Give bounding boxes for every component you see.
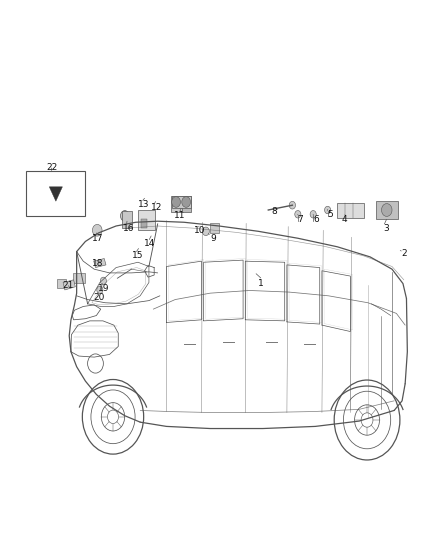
Bar [172, 196, 191, 208]
Polygon shape [57, 279, 66, 288]
Text: 10: 10 [194, 227, 205, 235]
Text: 16: 16 [123, 224, 134, 232]
Text: 5: 5 [327, 211, 333, 219]
Text: 13: 13 [138, 200, 149, 208]
Bar [337, 203, 364, 218]
Bar [376, 201, 398, 219]
Polygon shape [210, 223, 219, 233]
Circle shape [289, 201, 296, 209]
Circle shape [123, 214, 127, 218]
Circle shape [381, 204, 392, 216]
Text: 3: 3 [383, 224, 389, 232]
Text: 11: 11 [174, 212, 185, 220]
Circle shape [325, 206, 331, 214]
Bar [26, 171, 85, 216]
Bar [141, 220, 147, 228]
Bar [138, 210, 155, 230]
Text: 8: 8 [272, 207, 278, 216]
Circle shape [295, 211, 301, 218]
Polygon shape [94, 259, 106, 268]
Text: 9: 9 [210, 234, 216, 243]
Text: 15: 15 [132, 252, 144, 260]
Text: 21: 21 [62, 281, 74, 290]
Text: 4: 4 [342, 215, 347, 224]
Circle shape [95, 228, 99, 232]
Circle shape [310, 211, 316, 218]
Bar [122, 211, 132, 228]
Circle shape [172, 197, 180, 207]
Text: 1: 1 [258, 279, 264, 288]
Text: 12: 12 [151, 204, 162, 212]
Bar [171, 196, 183, 212]
Circle shape [94, 226, 101, 235]
Bar [182, 196, 191, 212]
Circle shape [92, 224, 102, 236]
Circle shape [100, 277, 106, 285]
Polygon shape [73, 273, 85, 283]
Text: 6: 6 [313, 215, 319, 224]
Text: 20: 20 [93, 294, 104, 302]
Circle shape [182, 197, 191, 207]
Text: 19: 19 [98, 285, 109, 293]
Polygon shape [49, 187, 63, 201]
Text: 14: 14 [144, 239, 155, 248]
Text: 2: 2 [401, 249, 406, 257]
Circle shape [97, 286, 103, 294]
Text: 22: 22 [46, 163, 57, 172]
Text: 18: 18 [92, 259, 103, 268]
Circle shape [202, 227, 209, 236]
Text: 7: 7 [297, 215, 303, 224]
Polygon shape [63, 280, 75, 290]
Circle shape [177, 199, 185, 208]
Text: 17: 17 [92, 234, 103, 243]
Circle shape [120, 211, 129, 221]
